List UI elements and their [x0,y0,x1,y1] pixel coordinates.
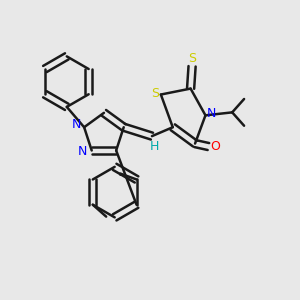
Text: S: S [188,52,196,65]
Text: O: O [210,140,220,153]
Text: N: N [207,107,216,120]
Text: N: N [78,146,88,158]
Text: N: N [72,118,81,131]
Text: H: H [150,140,160,153]
Text: S: S [151,86,159,100]
